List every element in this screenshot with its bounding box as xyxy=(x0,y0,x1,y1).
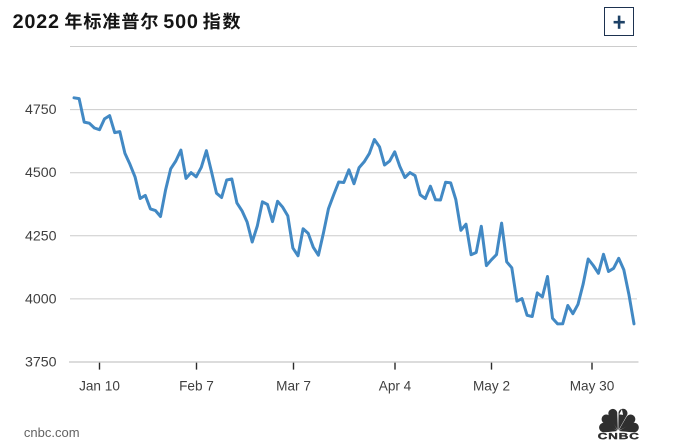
svg-text:Mar 7: Mar 7 xyxy=(276,379,311,394)
svg-text:Jan 10: Jan 10 xyxy=(79,379,120,394)
svg-text:May 30: May 30 xyxy=(570,379,615,394)
svg-text:cnbc.com: cnbc.com xyxy=(24,425,80,440)
svg-text:4750: 4750 xyxy=(25,102,57,118)
svg-text:4000: 4000 xyxy=(25,291,57,307)
svg-text:Feb 7: Feb 7 xyxy=(179,379,214,394)
svg-text:May 2: May 2 xyxy=(473,379,510,394)
svg-text:3750: 3750 xyxy=(25,355,57,371)
svg-text:4250: 4250 xyxy=(25,228,57,244)
svg-text:Apr 4: Apr 4 xyxy=(379,379,412,394)
svg-text:4500: 4500 xyxy=(25,165,57,181)
